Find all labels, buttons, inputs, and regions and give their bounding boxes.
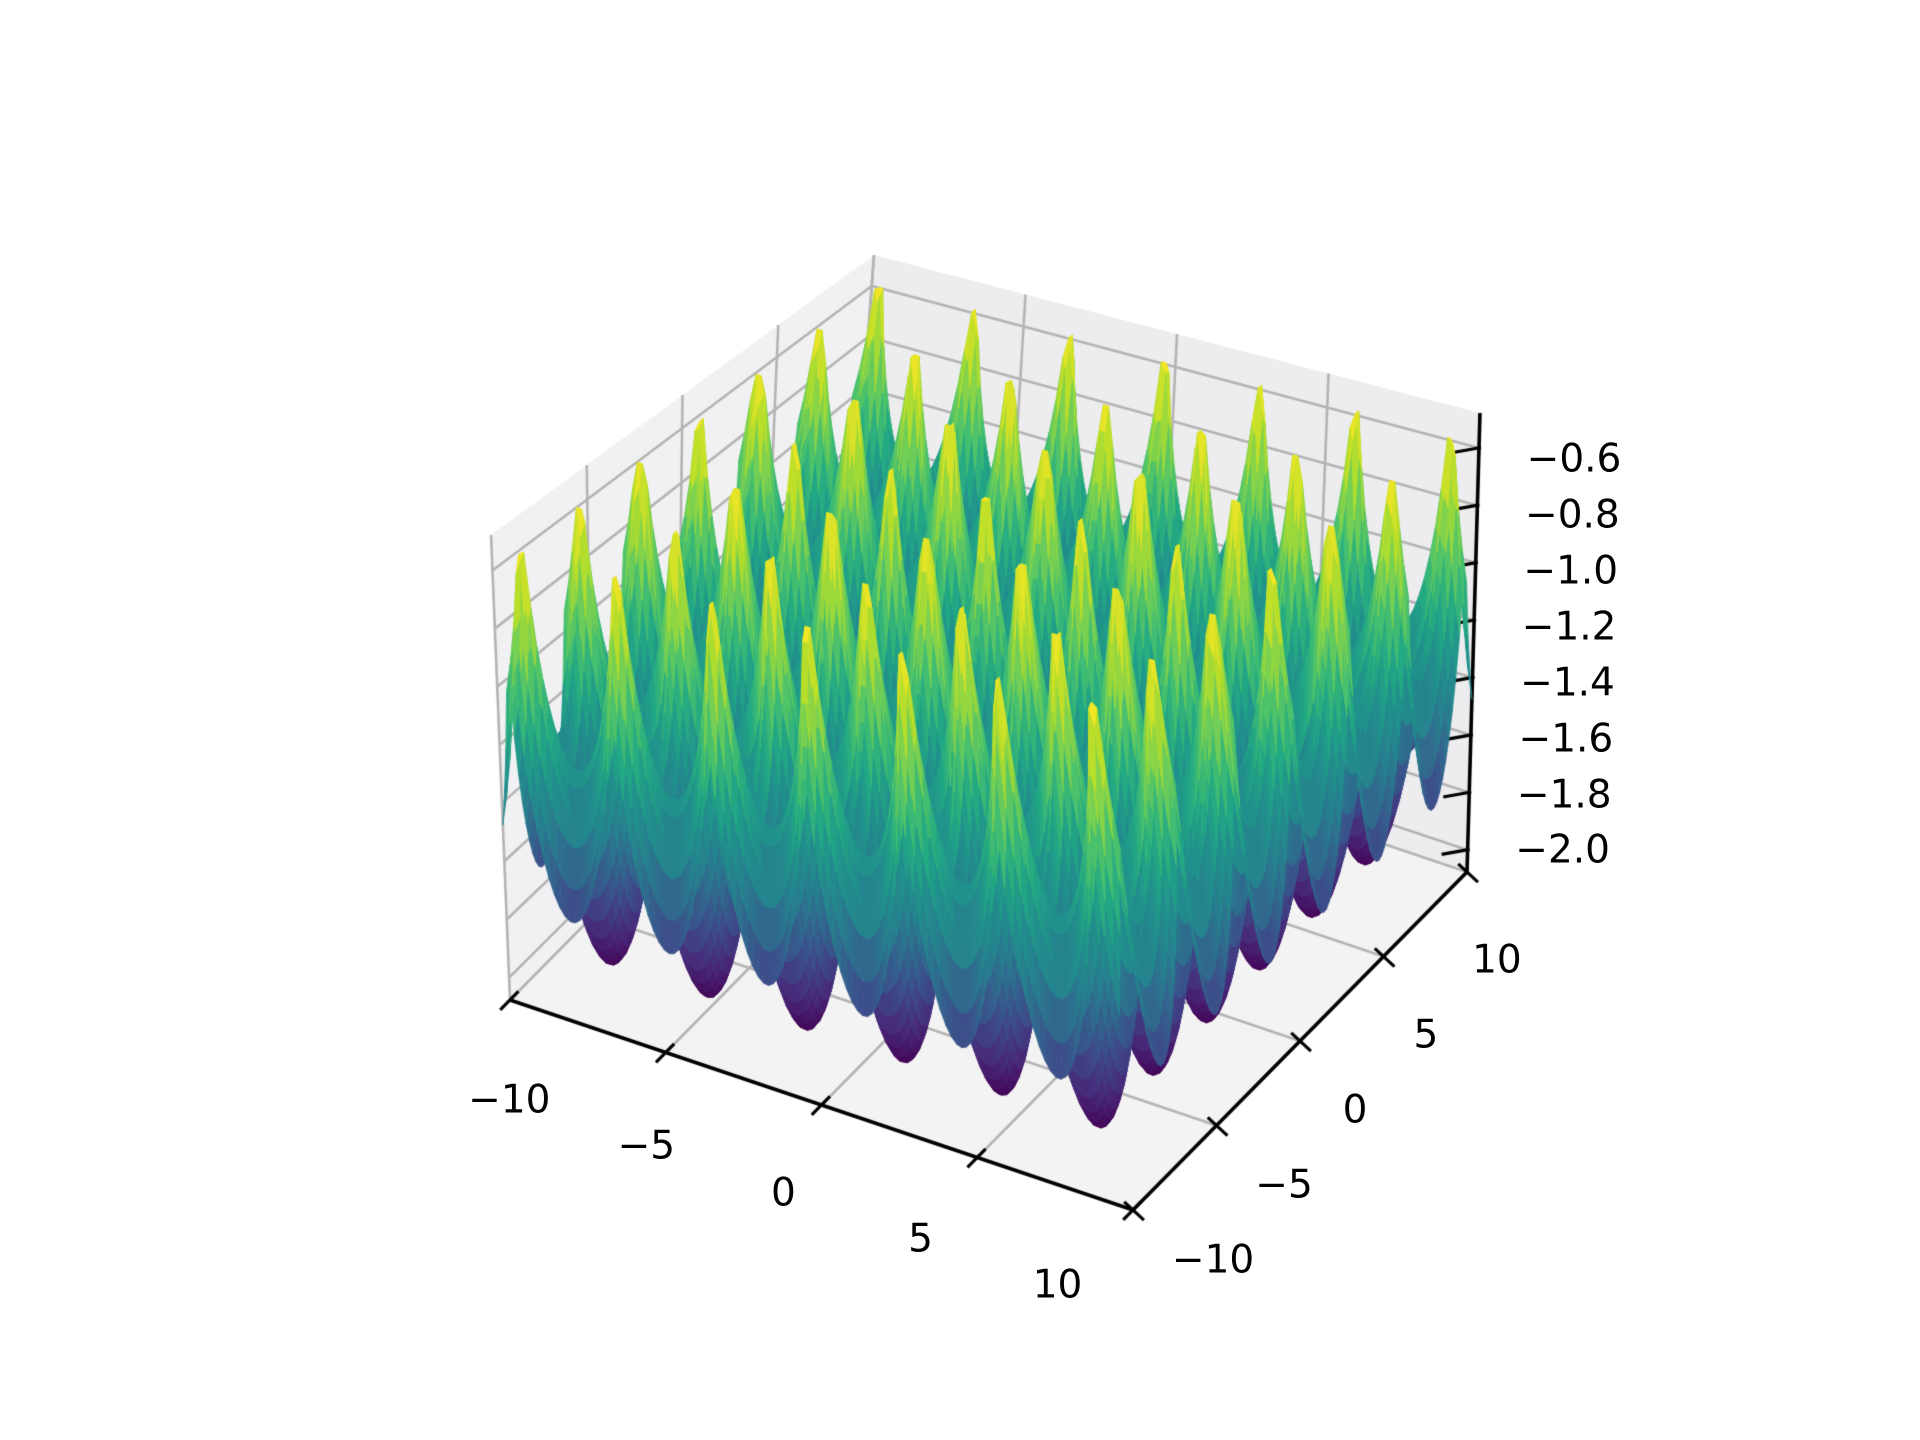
z-axis-tick-label: −1.0 xyxy=(1523,548,1619,594)
x-axis-tick-label: 0 xyxy=(771,1170,796,1215)
z-axis-tick-label: −2.0 xyxy=(1515,827,1610,873)
z-axis-tick-label: −0.6 xyxy=(1526,436,1622,482)
z-axis-tick-label: −1.4 xyxy=(1520,660,1615,706)
y-axis-tick-label: 10 xyxy=(1472,937,1522,983)
z-axis-tick-label: −1.6 xyxy=(1518,716,1614,762)
y-axis-tick-label: −10 xyxy=(1171,1237,1255,1283)
x-axis-tick-label: 5 xyxy=(908,1216,933,1262)
y-axis-tick-label: 5 xyxy=(1413,1012,1439,1058)
x-axis-tick-label: 10 xyxy=(1032,1262,1083,1308)
z-axis-tick-label: −0.8 xyxy=(1525,492,1620,538)
y-axis-tick-label: −5 xyxy=(1255,1162,1313,1208)
z-axis-tick-label: −1.8 xyxy=(1516,772,1612,818)
x-axis-tick-label: −5 xyxy=(617,1123,676,1169)
x-axis-tick-label: −10 xyxy=(468,1077,551,1123)
z-axis-tick-label: −1.2 xyxy=(1521,604,1617,650)
y-axis-tick-label: 0 xyxy=(1342,1087,1368,1133)
